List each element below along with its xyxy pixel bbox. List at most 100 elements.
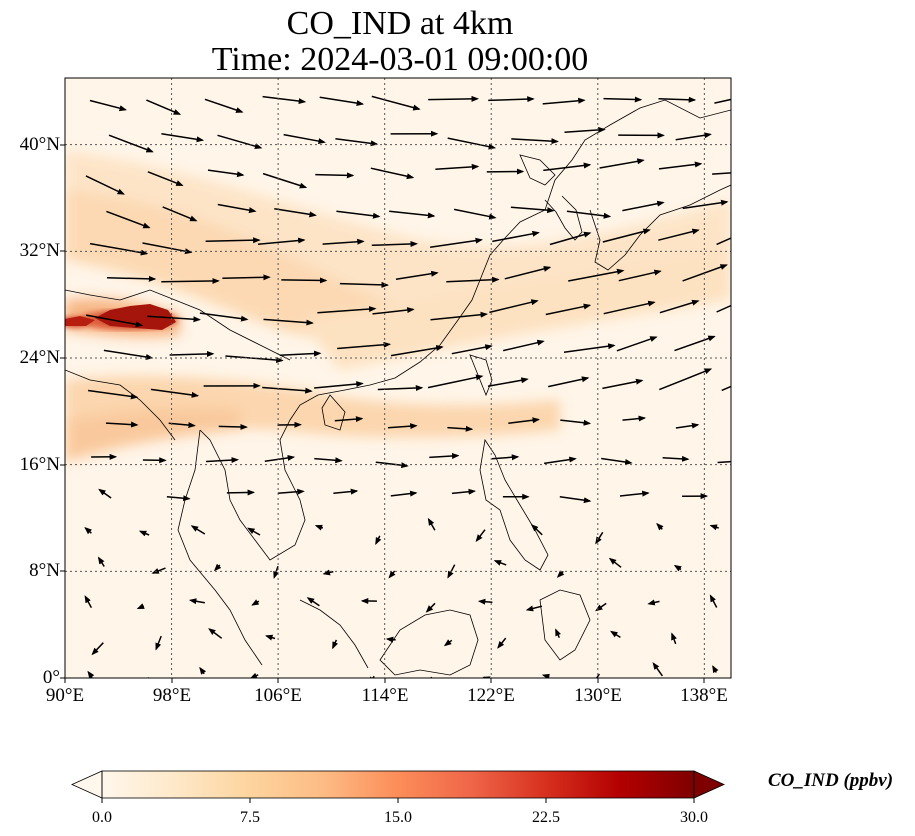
wind-arrow	[168, 422, 196, 429]
y-tick-8N: 8°N	[29, 560, 60, 581]
wind-arrow	[322, 569, 334, 576]
wind-arrow	[205, 237, 261, 244]
wind-arrow	[337, 341, 392, 350]
map-title: CO_IND at 4km	[286, 5, 514, 42]
wind-arrow	[595, 673, 601, 678]
wind-arrow	[332, 639, 338, 650]
wind-arrow	[599, 158, 645, 169]
colorbar-max-extend	[693, 770, 725, 799]
x-tick-106E: 106°E	[254, 685, 302, 706]
wind-arrow	[257, 237, 306, 245]
wind-arrow	[371, 241, 418, 247]
wind-arrow	[675, 132, 712, 141]
wind-arrow	[508, 417, 540, 424]
wind-arrow	[222, 274, 271, 281]
wind-arrow	[263, 318, 314, 326]
wind-arrow	[283, 133, 326, 145]
wind-arrow	[387, 423, 418, 430]
wind-arrow	[98, 488, 112, 499]
wind-arrow	[542, 97, 586, 105]
wind-arrow	[510, 206, 555, 214]
x-tick-138E: 138°E	[680, 685, 728, 706]
wind-arrow	[652, 662, 664, 677]
wind-arrow	[106, 275, 157, 282]
wind-arrow	[218, 423, 248, 430]
wind-arrow	[161, 133, 205, 143]
wind-arrow	[673, 564, 682, 572]
wind-arrow	[716, 237, 731, 246]
wind-arrow	[443, 639, 453, 647]
y-tick-16N: 16°N	[19, 454, 60, 475]
wind-arrow	[475, 529, 486, 542]
wind-arrow	[375, 461, 409, 469]
wind-arrow	[563, 343, 616, 354]
x-tick-90E: 90°E	[45, 685, 85, 706]
wind-arrow	[207, 169, 245, 178]
wind-arrow	[477, 598, 493, 605]
wind-arrow	[206, 457, 239, 464]
wind-arrow	[89, 242, 149, 256]
colorbar-gradient	[102, 771, 694, 798]
wind-arrow	[190, 525, 206, 535]
wind-arrow	[616, 336, 658, 352]
wind-arrow	[395, 270, 439, 281]
y-tick-32N: 32°N	[19, 240, 60, 261]
wind-arrow	[497, 637, 507, 649]
wind-arrow	[511, 138, 559, 145]
wind-arrow	[274, 208, 317, 218]
wind-arrow	[543, 456, 577, 465]
wind-arrow	[335, 137, 379, 147]
wind-arrow	[709, 524, 719, 531]
wind-arrow	[658, 96, 697, 103]
wind-arrow	[658, 161, 703, 170]
wind-arrow	[314, 381, 364, 389]
wind-arrow	[265, 634, 276, 641]
wind-arrow	[213, 563, 222, 572]
wind-arrow	[430, 311, 488, 321]
wind-arrow	[150, 388, 200, 398]
wind-arrow	[169, 350, 215, 357]
wind-arrow	[619, 490, 650, 497]
wind-arrow	[146, 677, 149, 678]
wind-arrow	[487, 377, 529, 388]
wind-arrow	[91, 642, 104, 656]
wind-arrow	[525, 605, 543, 612]
wind-arrow	[548, 376, 590, 388]
wind-arrow	[204, 98, 244, 113]
wind-arrow	[367, 675, 375, 678]
wind-arrow	[622, 415, 647, 422]
colorbar-min-extend	[71, 770, 103, 799]
wind-vectors	[84, 95, 731, 678]
wind-arrow	[618, 269, 662, 282]
wind-arrow	[390, 345, 444, 357]
wind-arrow	[545, 303, 592, 316]
wind-arrow	[264, 454, 296, 463]
wind-arrow	[610, 630, 621, 639]
wind-arrow	[427, 374, 484, 389]
wind-arrow	[162, 206, 198, 222]
colorbar	[71, 770, 725, 803]
wind-arrow	[273, 565, 279, 579]
x-tick-98E: 98°E	[152, 685, 192, 706]
wind-arrow	[147, 315, 201, 323]
wind-arrow	[541, 673, 550, 678]
x-tick-114E: 114°E	[361, 685, 409, 706]
wind-arrow	[671, 632, 677, 645]
colorbar-tick-3: 22.5	[532, 809, 560, 826]
wind-arrow	[336, 210, 381, 219]
wind-arrow	[425, 602, 436, 613]
wind-arrow	[247, 527, 261, 536]
wind-arrow	[595, 531, 604, 545]
wind-arrow	[262, 95, 307, 105]
wind-arrow	[662, 455, 690, 462]
wind-arrow	[217, 134, 263, 150]
wind-arrow	[493, 560, 507, 566]
wind-arrow	[674, 335, 716, 352]
wind-arrow	[371, 95, 421, 111]
wind-arrow	[435, 163, 480, 170]
wind-arrow	[208, 628, 223, 639]
wind-arrow	[319, 96, 365, 107]
x-tick-130E: 130°E	[574, 685, 622, 706]
wind-arrow	[566, 210, 612, 219]
wind-arrow	[106, 210, 151, 229]
